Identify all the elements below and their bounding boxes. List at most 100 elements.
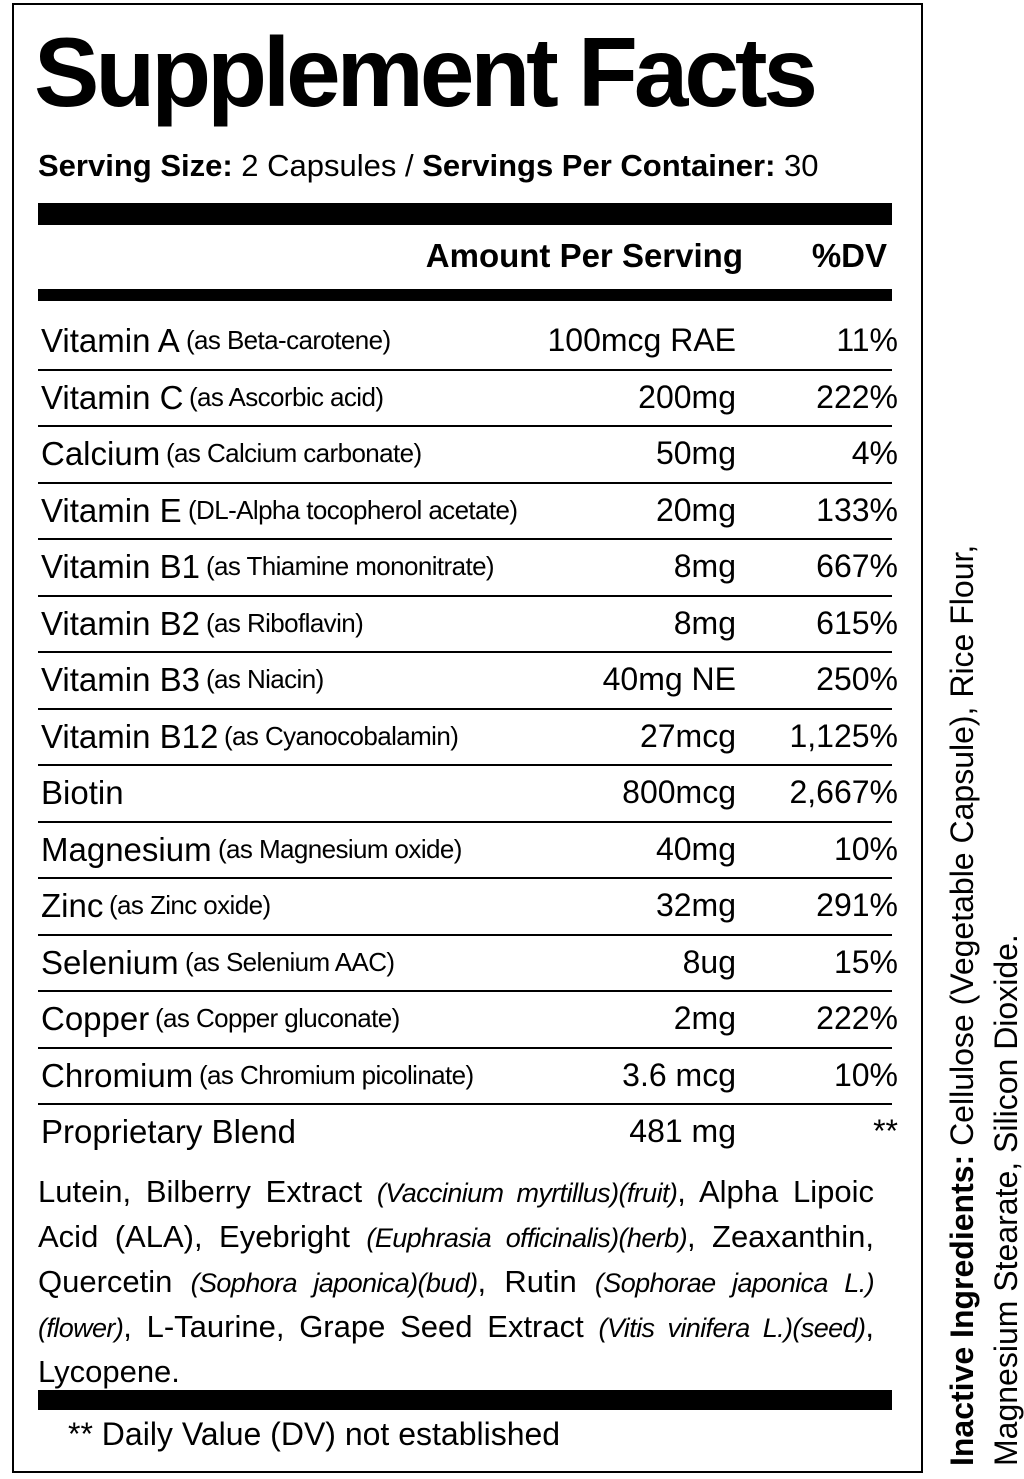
blend-latin: (Euphrasia officinalis)(herb): [366, 1223, 687, 1253]
table-row: Vitamin E (DL-Alpha tocopherol acetate) 20…: [38, 484, 898, 540]
table-row: Vitamin C (as Ascorbic acid) 200mg 222%: [38, 371, 898, 427]
proprietary-blend-ingredients: Lutein, Bilberry Extract (Vaccinium myrt…: [38, 1170, 875, 1393]
nutrient-name: Vitamin B1: [41, 548, 200, 585]
nutrient-dv: 667%: [816, 548, 898, 584]
nutrient-dv: **: [873, 1113, 898, 1149]
nutrient-amount: 3.6 mcg: [622, 1056, 736, 1093]
nutrient-amount: 20mg: [655, 491, 736, 528]
nutrient-amount: 27mcg: [639, 717, 736, 754]
table-row: Vitamin B3 (as Niacin) 40mg NE 250%: [38, 653, 898, 710]
blend-latin: (Vaccinium myrtillus)(fruit): [376, 1178, 678, 1208]
nutrient-amount: 50mg: [655, 435, 736, 471]
nutrient-name: Vitamin B12: [41, 717, 219, 755]
supplement-facts-panel: Supplement Facts Serving Size: 2 Capsule…: [12, 3, 923, 1473]
blend-text: , Lycopene.: [38, 1309, 874, 1389]
nutrient-name: Vitamin E: [41, 491, 182, 529]
nutrient-name: Vitamin A: [41, 322, 180, 359]
nutrient-dv: 15%: [833, 943, 898, 980]
serving-size-value: 2 Capsules /: [232, 148, 423, 183]
nutrient-amount: 2mg: [673, 1000, 736, 1036]
nutrient-dv: 4%: [851, 435, 898, 471]
top-divider: [38, 203, 892, 225]
nutrient-name: Vitamin B2: [41, 604, 200, 642]
servings-per-container-label: Servings Per Container:: [422, 148, 776, 183]
nutrient-dv: 133%: [816, 491, 898, 528]
nutrient-dv: 291%: [816, 887, 898, 923]
nutrient-source: (as Ascorbic acid): [189, 381, 384, 412]
table-row: Biotin 800mcg 2,667%: [38, 766, 898, 823]
table-row: Calcium (as Calcium carbonate) 50mg 4%: [38, 427, 898, 484]
footnote: ** Daily Value (DV) not established: [68, 1416, 561, 1452]
blend-text: , Alpha Lipoic Acid (ALA), Eyebright: [38, 1174, 874, 1254]
blend-latin: (Sophora japonica)(bud): [190, 1268, 479, 1298]
nutrient-dv: 250%: [816, 661, 898, 697]
table-row: Vitamin B1 (as Thiamine mononitrate) 8mg 66…: [38, 540, 898, 597]
nutrient-name: Chromium: [41, 1056, 194, 1094]
table-row: Zinc (as Zinc oxide) 32mg 291%: [38, 879, 898, 936]
nutrient-amount: 8ug: [682, 943, 736, 980]
nutrient-amount: 800mcg: [622, 774, 736, 810]
nutrient-source: (as Selenium AAC): [185, 946, 395, 977]
table-row: Vitamin B2 (as Riboflavin) 8mg 615%: [38, 597, 898, 653]
nutrient-source: (as Chromium picolinate): [199, 1059, 474, 1090]
header-divider: [38, 289, 892, 301]
nutrient-name: Copper: [41, 1000, 150, 1037]
nutrient-dv: 1,125%: [789, 717, 898, 754]
nutrient-name: Vitamin B3: [41, 661, 200, 698]
nutrient-source: (as Niacin): [206, 664, 324, 694]
blend-latin: (Sophorae japonica L.)(flower): [38, 1268, 875, 1343]
blend-text: , Zeaxanthin, Quercetin: [38, 1219, 875, 1299]
blend-latin: (Vitis vinifera L.)(seed): [598, 1313, 866, 1343]
table-row: Selenium (as Selenium AAC) 8ug 15%: [38, 936, 898, 992]
table-row: Vitamin B12 (as Cyanocobalamin) 27mcg 1,125…: [38, 710, 898, 766]
nutrient-source: (as Zinc oxide): [109, 890, 271, 920]
nutrient-dv: 2,667%: [789, 774, 898, 810]
nutrient-source: (as Cyanocobalamin): [224, 720, 459, 751]
nutrient-name: Zinc: [41, 887, 104, 924]
nutrient-amount: 40mg NE: [602, 661, 736, 697]
nutrient-name: Proprietary Blend: [41, 1113, 296, 1150]
blend-text: , Rutin: [477, 1264, 595, 1299]
nutrient-amount: 32mg: [655, 887, 736, 923]
nutrient-source: (DL-Alpha tocopherol acetate): [188, 494, 518, 525]
inactive-ingredients: Inactive Ingredients: Cellulose (Vegetab…: [940, 426, 1024, 1466]
bottom-divider: [38, 1390, 892, 1410]
serving-size-label: Serving Size:: [38, 148, 233, 183]
nutrient-amount: 8mg: [673, 604, 736, 641]
nutrient-amount: 40mg: [655, 830, 736, 867]
page-title: Supplement Facts: [34, 17, 818, 127]
table-row: Vitamin A (as Beta-carotene) 100mcg RAE 11%: [38, 314, 898, 371]
table-row: Magnesium (as Magnesium oxide) 40mg 10%: [38, 823, 898, 879]
header-dv: %DV: [811, 237, 887, 274]
blend-text: , L-Taurine, Grape Seed Extract: [123, 1309, 599, 1344]
header-amount: Amount Per Serving: [425, 237, 743, 274]
inactive-label: Inactive Ingredients:: [944, 1154, 980, 1466]
nutrient-dv: 11%: [836, 322, 898, 358]
nutrient-source: (as Calcium carbonate): [166, 438, 422, 468]
nutrient-amount: 481 mg: [629, 1113, 736, 1149]
nutrient-dv: 615%: [816, 604, 898, 641]
nutrient-dv: 222%: [816, 1000, 898, 1036]
nutrient-source: (as Magnesium oxide): [218, 833, 462, 864]
nutrient-source: (as Copper gluconate): [155, 1003, 400, 1033]
nutrient-name: Magnesium: [41, 830, 212, 868]
serving-info: Serving Size: 2 Capsules / Servings Per …: [38, 148, 819, 184]
table-row: Copper (as Copper gluconate) 2mg 222%: [38, 992, 898, 1049]
nutrient-source: (as Riboflavin): [206, 607, 364, 638]
nutrient-name: Biotin: [41, 774, 124, 811]
servings-per-container-value: 30: [775, 148, 819, 183]
table-row: Chromium (as Chromium picolinate) 3.6 mcg 1…: [38, 1049, 898, 1105]
blend-text: Lutein, Bilberry Extract: [38, 1174, 377, 1209]
nutrient-source: (as Thiamine mononitrate): [206, 551, 495, 581]
table-row: Proprietary Blend 481 mg **: [38, 1105, 898, 1162]
nutrient-name: Vitamin C: [41, 378, 184, 416]
nutrient-amount: 100mcg RAE: [547, 322, 736, 358]
nutrient-amount: 8mg: [673, 548, 736, 584]
nutrient-name: Selenium: [41, 943, 179, 981]
nutrient-dv: 222%: [816, 378, 898, 415]
nutrient-dv: 10%: [833, 1056, 898, 1093]
nutrient-name: Calcium: [41, 435, 161, 472]
nutrient-source: (as Beta-carotene): [186, 325, 391, 355]
nutrient-dv: 10%: [833, 830, 898, 867]
nutrient-amount: 200mg: [638, 378, 736, 415]
